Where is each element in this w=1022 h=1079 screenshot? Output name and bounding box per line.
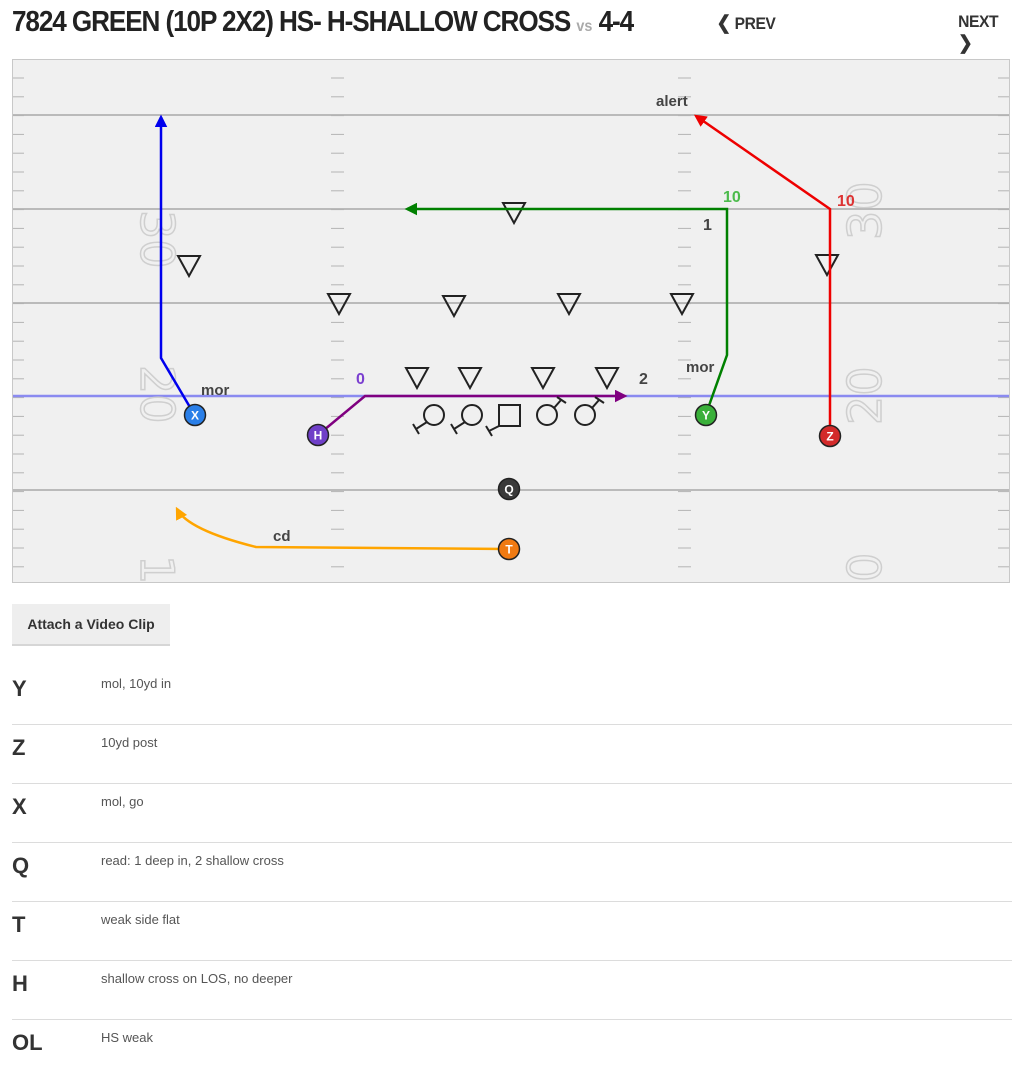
yard-number: 30 [838,181,892,240]
player-z-label: Z [826,430,833,444]
defenders [176,202,840,391]
assignment-row: OL HS weak [12,1020,1012,1079]
assignment-text: shallow cross on LOS, no deeper [101,971,293,986]
player-z[interactable]: Z [818,424,842,448]
assignment-position: OL [12,1030,43,1055]
yard-lines [13,114,1009,491]
assignment-text: 10yd post [101,735,158,750]
players: X H Y Z Q T [183,403,842,561]
y-depth-label: 10 [723,189,741,206]
assignment-position: Y [12,676,27,701]
h-depth-label: 0 [356,371,365,388]
defender-icon [176,255,202,279]
defender-icon [326,293,352,317]
lineman-icon [412,404,445,435]
assignment-row: Z 10yd post [12,725,1012,784]
assignment-position: Q [12,853,30,878]
assignment-position: X [12,794,27,819]
assignment-text: read: 1 deep in, 2 shallow cross [101,853,284,868]
defender-icon [556,293,582,317]
next-label: NEXT [958,12,999,31]
assignment-text: HS weak [101,1030,154,1045]
assignment-row: T weak side flat [12,902,1012,961]
defender-icon [669,293,695,317]
defender-icon [594,367,620,391]
lineman-icon [536,396,567,426]
z-route [693,114,832,436]
lineman-icon [574,396,605,426]
y-mor-label: mor [686,359,715,376]
yard-number: 30 [130,210,184,269]
chevron-right-icon: ❯ [958,33,973,54]
defender-icon [404,367,430,391]
yard-number: 20 [838,366,892,425]
read-2-label: 2 [639,371,648,388]
defense-name: 4-4 [598,6,635,38]
player-h-label: H [314,429,323,443]
vs-label: vs [576,18,593,35]
alert-label: alert [656,93,688,110]
routes [154,114,832,551]
prev-label: PREV [734,14,776,33]
yard-numbers: 30 30 20 20 1 0 [129,181,893,582]
field-svg: 30 30 20 20 1 0 [13,77,1009,582]
defender-icon [814,254,840,278]
assignment-list: Y mol, 10yd in Z 10yd post X mol, go Q r… [12,666,1012,1079]
prev-button[interactable]: ❮ PREV [717,12,776,35]
t-cd-label: cd [273,528,291,545]
center-icon [485,404,521,437]
y-route [404,202,729,415]
play-name: 7824 GREEN (10P 2X2) HS- H-SHALLOW CROSS [12,6,571,38]
player-t-label: T [505,543,513,557]
play-diagram: 30 30 20 20 1 0 [12,59,1010,583]
yard-number: 1 [130,555,184,582]
assignment-row: X mol, go [12,784,1012,843]
assignment-position: T [12,912,26,937]
x-route [154,114,196,415]
play-title: 7824 GREEN (10P 2X2) HS- H-SHALLOW CROSS… [12,6,635,39]
play-header: 7824 GREEN (10P 2X2) HS- H-SHALLOW CROSS… [12,0,1010,55]
read-1-label: 1 [703,217,712,234]
assignment-text: mol, go [101,794,144,809]
t-route [175,506,510,551]
lineman-icon [450,404,483,435]
player-y-label: Y [702,409,710,423]
assignment-text: mol, 10yd in [101,676,172,691]
assignment-text: weak side flat [101,912,180,927]
defender-icon [441,295,467,319]
defender-icon [457,367,483,391]
assignment-position: H [12,971,28,996]
player-x[interactable]: X [183,403,207,427]
player-x-label: X [191,409,199,423]
hash-marks [13,77,1009,568]
chevron-left-icon: ❮ [716,13,732,34]
x-mor-label: mor [201,382,230,399]
yard-number: 20 [130,365,184,424]
offensive-line [412,396,605,437]
route-labels: alert 10 10 1 2 0 mor mor cd [201,93,855,545]
assignment-row: H shallow cross on LOS, no deeper [12,961,1012,1020]
player-y[interactable]: Y [694,403,718,427]
player-q[interactable]: Q [497,477,521,501]
assignment-row: Q read: 1 deep in, 2 shallow cross [12,843,1012,902]
z-depth-label: 10 [837,193,855,210]
assignment-row: Y mol, 10yd in [12,666,1012,725]
player-q-label: Q [504,483,513,497]
yard-number: 0 [838,553,892,582]
h-route [317,389,628,436]
attach-video-button[interactable]: Attach a Video Clip [12,604,170,646]
defender-icon [530,367,556,391]
player-h[interactable]: H [306,423,330,447]
player-t[interactable]: T [497,537,521,561]
assignment-position: Z [12,735,26,760]
defender-icon [501,202,527,226]
next-button[interactable]: NEXT ❯ [958,12,1008,55]
